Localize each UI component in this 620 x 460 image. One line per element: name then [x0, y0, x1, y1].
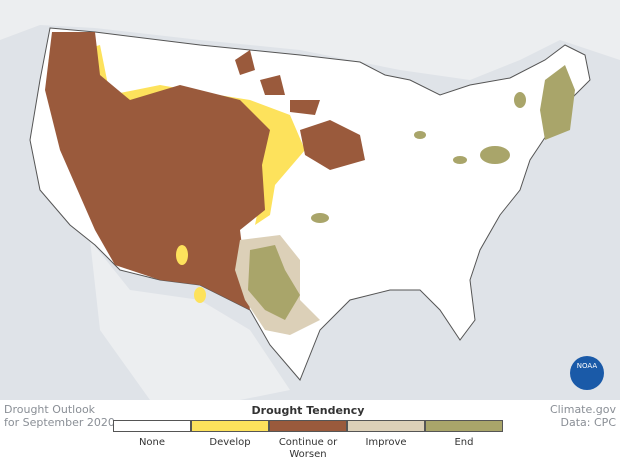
- canada: [0, 0, 620, 80]
- legend-label: Continue or Worsen: [278, 437, 338, 460]
- legend-swatch: [269, 420, 347, 432]
- mexico: [90, 240, 290, 400]
- credit: Climate.gov: [549, 403, 616, 416]
- title-line: Drought Outlook: [4, 403, 96, 416]
- end-area: [540, 65, 575, 140]
- title-line: for September 2020: [4, 416, 115, 429]
- legend-swatch: [191, 420, 269, 432]
- credit: Data: CPC: [560, 416, 616, 429]
- legend-swatch: [347, 420, 425, 432]
- legend-swatch: [113, 420, 191, 432]
- end-area: [453, 156, 467, 164]
- legend-title: Drought Tendency: [251, 404, 365, 417]
- map: NOAA: [0, 0, 620, 400]
- logo: [570, 356, 604, 390]
- legend-label: None: [138, 437, 166, 448]
- end-area: [311, 213, 329, 223]
- develop-area: [194, 287, 206, 303]
- logo-text: NOAA: [577, 362, 598, 370]
- end-area: [248, 245, 300, 320]
- develop-area: [176, 245, 188, 265]
- legend-label: Develop: [209, 437, 251, 448]
- legend-label: Improve: [365, 437, 407, 448]
- end-area: [414, 131, 426, 139]
- continue-area: [235, 50, 320, 115]
- continue-area: [45, 32, 270, 310]
- legend-swatch: [425, 420, 503, 432]
- legend-label: End: [454, 437, 474, 448]
- end-area: [480, 146, 510, 164]
- end-area: [514, 92, 526, 108]
- continue-area: [300, 120, 365, 170]
